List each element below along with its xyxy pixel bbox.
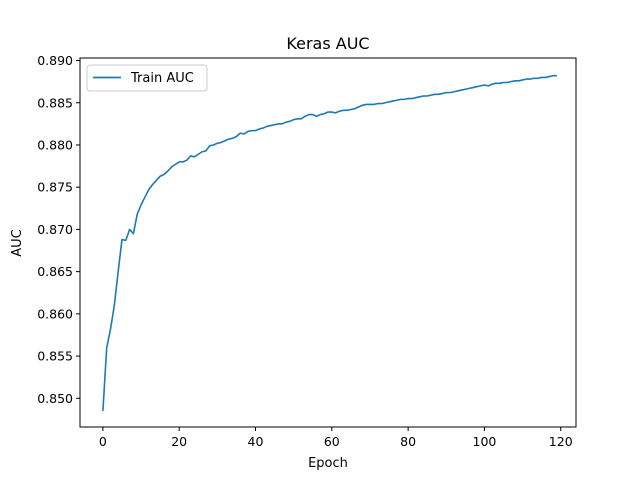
x-tick-label: 80 [400,434,416,449]
chart-title: Keras AUC [286,34,369,53]
y-tick-label: 0.875 [37,180,73,195]
x-axis: 0 20 40 60 80 100 120 [99,427,573,449]
x-tick-label: 0 [99,434,107,449]
y-tick-label: 0.890 [37,53,73,68]
x-tick-label: 40 [248,434,264,449]
x-tick-label: 20 [171,434,187,449]
y-tick-label: 0.860 [37,306,73,321]
legend: Train AUC [86,64,208,92]
y-tick-label: 0.855 [37,349,73,364]
x-tick-label: 60 [324,434,340,449]
legend-box [86,64,208,92]
legend-label-train-auc: Train AUC [130,71,194,86]
y-tick-label: 0.885 [37,95,73,110]
y-axis-label: AUC [10,229,25,257]
y-axis: 0.850 0.855 0.860 0.865 0.870 0.875 0.880 0.885… [37,53,80,406]
plot-area-frame [79,57,577,428]
y-tick-label: 0.850 [37,391,73,406]
y-tick-label: 0.865 [37,264,73,279]
y-tick-label: 0.870 [37,222,73,237]
y-tick-label: 0.880 [37,137,73,152]
x-tick-label: 100 [473,434,497,449]
series-line-train-auc [102,74,557,412]
x-tick-label: 120 [549,434,573,449]
x-axis-label: Epoch [308,456,348,471]
